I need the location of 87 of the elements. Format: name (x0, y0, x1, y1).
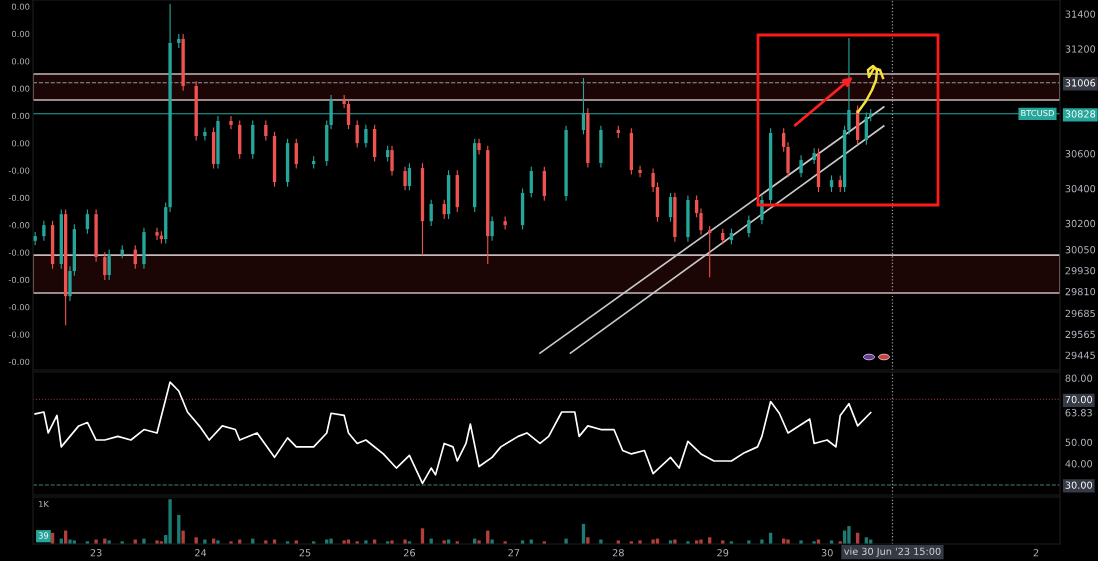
x-tick-label: 29 (717, 549, 729, 557)
y-tick-label: 29445 (1065, 351, 1095, 359)
annotation: 1K (39, 501, 50, 508)
bar (107, 540, 111, 544)
candlestick (799, 154, 803, 178)
bar (847, 526, 851, 544)
bar (364, 540, 368, 544)
candlestick (42, 220, 46, 242)
bar (799, 540, 803, 544)
y-tick-label: 30400 (1065, 184, 1096, 193)
candlestick (155, 227, 159, 241)
y-tick-label: 31200 (1065, 45, 1096, 53)
y-tick-label: 40.00 (1065, 460, 1093, 468)
y-tick-label: 30050 (1065, 246, 1096, 254)
bar (477, 540, 481, 544)
y-tick-label: 50.00 (1065, 438, 1093, 446)
candlestick (342, 94, 346, 109)
text: -0.00 (8, 331, 30, 338)
candlestick (294, 138, 298, 169)
candlestick (490, 215, 494, 242)
candlestick (529, 166, 533, 198)
ref-line-label: vie 30 Jun '23 15:00 (844, 547, 941, 557)
text: 0.00 (11, 30, 30, 38)
y-tick-label: 80.00 (1065, 374, 1093, 382)
bar (216, 540, 220, 544)
candlestick (477, 138, 481, 156)
candlestick (760, 194, 764, 225)
candlestick (668, 192, 673, 223)
y-tick-label: 30828 (1065, 110, 1096, 118)
bar (168, 499, 172, 544)
y-tick-label: 29930 (1065, 267, 1096, 275)
x-tick-label: 23 (90, 549, 102, 557)
text: -0.00 (8, 222, 30, 229)
candlestick (403, 166, 407, 191)
text: 0.00 (11, 85, 30, 92)
x-tick-label: 25 (299, 549, 311, 557)
bar (181, 530, 185, 544)
x-tick-label: 28 (612, 549, 624, 557)
candlestick (699, 208, 703, 236)
candlestick (390, 145, 394, 176)
x-tick-label: 2 (1033, 549, 1039, 557)
y-tick-label: 31400 (1065, 10, 1096, 18)
y-tick-label: 30.00 (1065, 481, 1093, 489)
text: -0.00 (8, 304, 30, 311)
text: 0.00 (11, 58, 30, 65)
bar (638, 540, 642, 544)
y-tick-label: 29565 (1065, 330, 1095, 339)
text: -0.00 (8, 358, 30, 366)
candlestick (229, 115, 233, 130)
y-tick-label: 63.83 (1065, 409, 1092, 417)
text: 0.00 (11, 140, 30, 147)
candlestick (708, 225, 712, 278)
y-tick-label: 30600 (1065, 150, 1096, 158)
text: -0.00 (8, 249, 30, 256)
x-tick-label: 30 (821, 549, 833, 557)
candlestick (407, 162, 412, 191)
text: 0.00 (11, 112, 30, 120)
annotation: 39 (38, 532, 49, 539)
y-tick-label: 29810 (1065, 287, 1096, 296)
candlestick (812, 147, 816, 165)
candlestick (85, 208, 90, 235)
y-tick-label: 31006 (1065, 79, 1096, 87)
ref-line-label: BTCUSD (1021, 109, 1054, 117)
y-tick-label: 30200 (1065, 219, 1096, 228)
candlestick (346, 98, 351, 130)
bar (155, 540, 159, 544)
text: -0.00 (8, 194, 30, 202)
text: 0.00 (11, 3, 30, 10)
x-tick-label: 26 (403, 549, 415, 557)
text: -0.00 (8, 276, 30, 284)
candlestick (364, 124, 368, 149)
y-tick-label: 29685 (1065, 309, 1095, 318)
bar (342, 540, 346, 544)
line-series (34, 381, 872, 485)
bar (586, 537, 590, 544)
candlestick (107, 249, 111, 281)
candlestick (203, 126, 207, 142)
candlestick (103, 251, 107, 281)
bar (747, 540, 751, 544)
candlestick (747, 214, 751, 238)
x-tick-label: 27 (508, 549, 520, 557)
candlestick (651, 167, 655, 193)
x-tick-label: 24 (195, 549, 207, 557)
text: -0.00 (8, 167, 30, 174)
y-tick-label: 70.00 (1065, 395, 1093, 404)
bar (390, 540, 394, 544)
candlestick (638, 165, 642, 178)
